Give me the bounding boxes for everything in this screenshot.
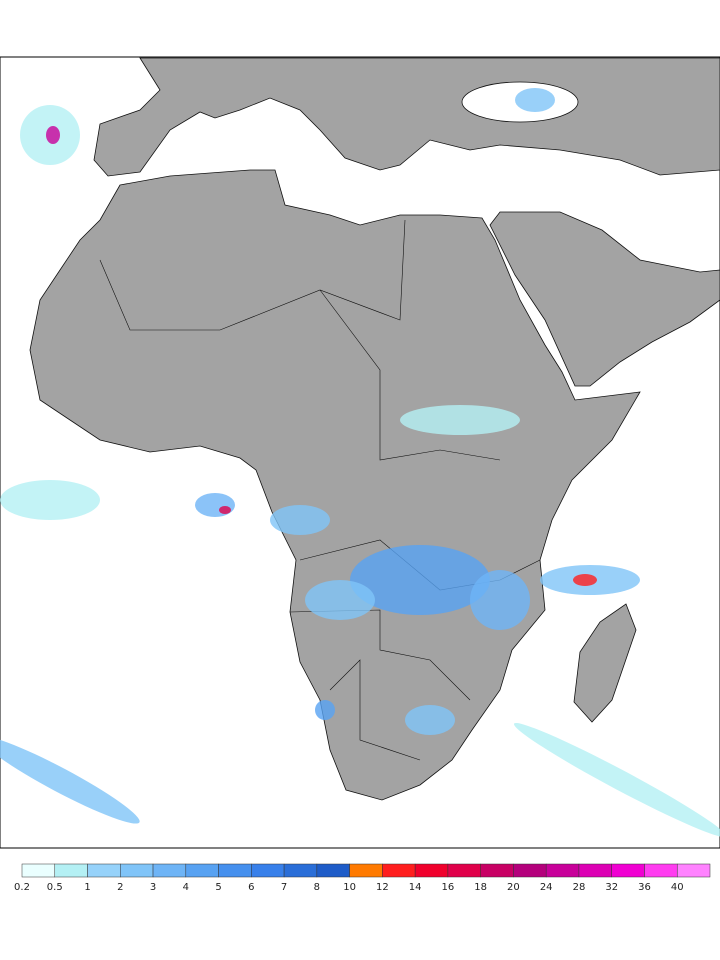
colorbar-segment — [349, 863, 383, 878]
rain-area — [270, 505, 330, 535]
colorbar-segment — [54, 863, 88, 878]
colorbar-label: 10 — [343, 882, 356, 893]
map — [0, 56, 720, 849]
colorbar-segment — [447, 863, 481, 878]
colorbar-label: 6 — [248, 882, 254, 893]
colorbar-segment — [644, 863, 678, 878]
colorbar-label: 32 — [605, 882, 618, 893]
colorbar-segment — [480, 863, 514, 878]
rain-core — [219, 506, 231, 514]
colorbar-segment — [251, 863, 285, 878]
madagascar — [573, 603, 637, 723]
rain-area — [315, 700, 335, 720]
colorbar-segment — [185, 863, 219, 878]
colorbar-label: 36 — [638, 882, 651, 893]
colorbar-segment — [545, 863, 580, 878]
rain-area — [400, 405, 520, 435]
colorbar-label: 0.2 — [14, 882, 30, 893]
colorbar-label: 12 — [376, 882, 389, 893]
rain-band — [513, 722, 720, 838]
border — [319, 289, 501, 461]
colorbar-label: 1 — [84, 882, 90, 893]
africa — [29, 169, 641, 801]
rain-core — [46, 126, 60, 144]
colorbar-segment — [513, 863, 547, 878]
colorbar-label: 5 — [215, 882, 221, 893]
colorbar-segment — [152, 863, 187, 878]
colorbar-label: 28 — [573, 882, 586, 893]
land — [29, 57, 720, 801]
colorbar-label: 18 — [474, 882, 487, 893]
colorbar-segment — [611, 863, 645, 878]
colorbar-segment — [414, 863, 449, 878]
europe — [93, 57, 720, 177]
colorbar-segment — [578, 863, 612, 878]
rain-area — [515, 88, 555, 112]
colorbar-segment — [382, 863, 416, 878]
colorbar-segment — [87, 863, 121, 878]
colorbar-label: 14 — [409, 882, 422, 893]
colorbar-label: 16 — [442, 882, 455, 893]
rain-area — [0, 480, 100, 520]
colorbar-segment — [283, 863, 318, 878]
border — [329, 659, 421, 761]
colorbar-label: 40 — [671, 882, 684, 893]
colorbar: 0.2 0.5 1 2 3 4 5 6 7 8 10 12 14 16 18 20 24 28 32 36 40 — [14, 863, 711, 893]
colorbar-segment — [316, 863, 350, 878]
colorbar-label: 24 — [540, 882, 553, 893]
colorbar-label: 2 — [117, 882, 123, 893]
colorbar-segment — [120, 863, 154, 878]
arabia — [489, 211, 720, 387]
colorbar-label: 3 — [150, 882, 156, 893]
colorbar-segment — [676, 863, 711, 878]
rain-area — [195, 493, 235, 517]
colorbar-label: 4 — [183, 882, 189, 893]
colorbar-label: 0.5 — [47, 882, 63, 893]
border — [99, 219, 406, 331]
rain-band — [0, 736, 140, 824]
precipitation — [0, 88, 720, 838]
rain-area — [350, 545, 490, 615]
rain-area — [470, 570, 530, 630]
rain-core — [573, 574, 597, 586]
colorbar-label: 7 — [281, 882, 287, 893]
rain-area — [405, 705, 455, 735]
colorbar-label: 8 — [314, 882, 320, 893]
rain-area — [305, 580, 375, 620]
colorbar-label: 20 — [507, 882, 520, 893]
colorbar-segment — [21, 863, 56, 878]
colorbar-segment — [218, 863, 252, 878]
